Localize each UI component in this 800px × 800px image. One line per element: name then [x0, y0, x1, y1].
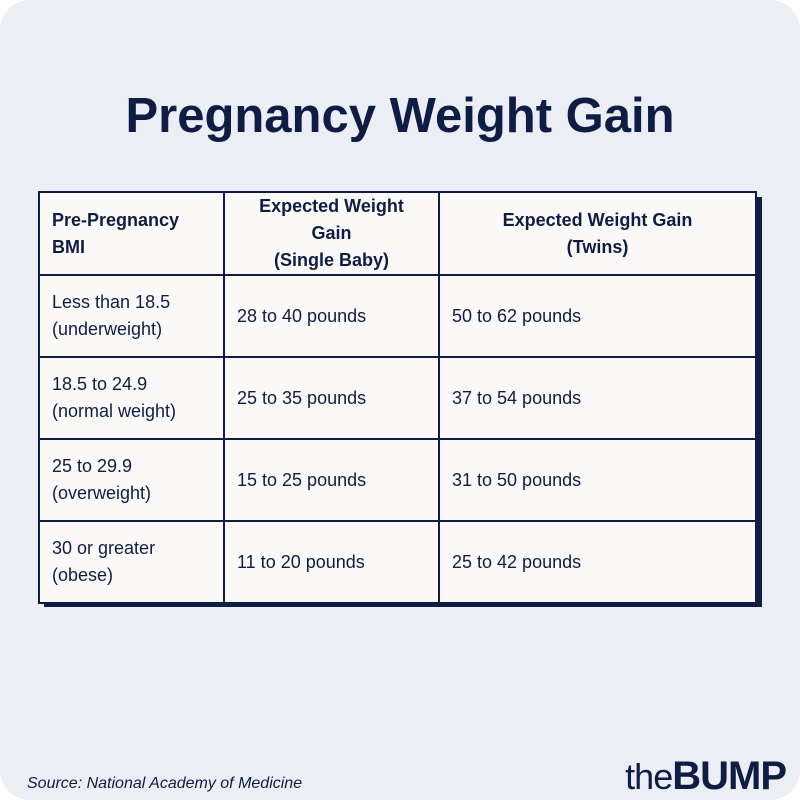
bmi-range: 18.5 to 24.9: [52, 374, 148, 394]
twins-cell: 25 to 42 pounds: [438, 520, 757, 604]
header-single-line-2: (Single Baby): [273, 250, 389, 270]
page-title: Pregnancy Weight Gain: [125, 89, 675, 143]
table-row: Less than 18.5 (underweight) 28 to 40 po…: [38, 274, 757, 358]
bmi-range: 25 to 29.9: [52, 456, 133, 476]
single-baby-cell: 28 to 40 pounds: [223, 274, 440, 358]
bmi-cell: 25 to 29.9 (overweight): [38, 438, 225, 522]
table-header-row: Pre-Pregnancy BMI Expected Weight Gain (…: [38, 191, 757, 276]
single-baby-cell: 11 to 20 pounds: [223, 520, 440, 604]
header-twins-line-2: (Twins): [566, 236, 629, 257]
header-bmi: Pre-Pregnancy BMI: [38, 191, 225, 276]
logo-name: BUMP: [672, 754, 787, 798]
bmi-cell: 18.5 to 24.9 (normal weight): [38, 356, 225, 440]
bmi-range: 30 or greater: [52, 538, 156, 558]
bmi-category: (normal weight): [52, 401, 177, 421]
logo-prefix: the: [625, 756, 673, 797]
twins-cell: 31 to 50 pounds: [438, 438, 757, 522]
bmi-category: (obese): [52, 565, 114, 585]
weight-gain-table: Pre-Pregnancy BMI Expected Weight Gain (…: [38, 191, 757, 604]
header-bmi-line-1: Pre-Pregnancy BMI: [52, 209, 180, 257]
bmi-range: Less than 18.5: [52, 292, 171, 312]
table-row: 30 or greater (obese) 11 to 20 pounds 25…: [38, 520, 757, 604]
header-twins-line-1: Expected Weight Gain: [502, 209, 693, 230]
bmi-cell: 30 or greater (obese): [38, 520, 225, 604]
table-row: 18.5 to 24.9 (normal weight) 25 to 35 po…: [38, 356, 757, 440]
bmi-category: (underweight): [52, 319, 163, 339]
single-baby-cell: 15 to 25 pounds: [223, 438, 440, 522]
twins-cell: 37 to 54 pounds: [438, 356, 757, 440]
twins-cell: 50 to 62 pounds: [438, 274, 757, 358]
single-baby-cell: 25 to 35 pounds: [223, 356, 440, 440]
header-single-baby: Expected Weight Gain (Single Baby): [223, 191, 440, 276]
header-twins: Expected Weight Gain (Twins): [438, 191, 757, 276]
source-note: Source: National Academy of Medicine: [27, 775, 303, 792]
header-single-line-1: Expected Weight Gain: [259, 196, 404, 243]
bmi-cell: Less than 18.5 (underweight): [38, 274, 225, 358]
table-row: 25 to 29.9 (overweight) 15 to 25 pounds …: [38, 438, 757, 522]
bmi-category: (overweight): [52, 483, 152, 503]
the-bump-logo: theBUMP: [625, 752, 787, 800]
